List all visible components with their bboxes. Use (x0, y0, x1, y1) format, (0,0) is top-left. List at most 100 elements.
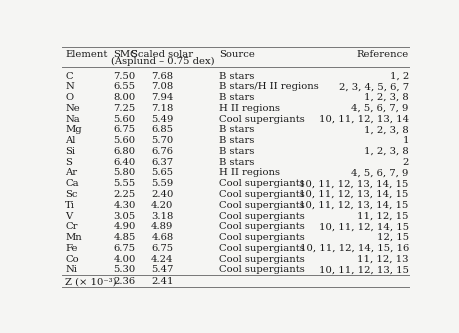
Text: 2.25: 2.25 (113, 190, 136, 199)
Text: Mg: Mg (65, 126, 82, 135)
Text: Fe: Fe (65, 244, 78, 253)
Text: 10, 11, 12, 13, 15: 10, 11, 12, 13, 15 (319, 265, 409, 274)
Text: Si: Si (65, 147, 75, 156)
Text: Cool supergiants: Cool supergiants (219, 190, 305, 199)
Text: Cool supergiants: Cool supergiants (219, 233, 305, 242)
Text: Ti: Ti (65, 201, 75, 210)
Text: Reference: Reference (357, 50, 409, 59)
Text: 2: 2 (403, 158, 409, 167)
Text: Ar: Ar (65, 168, 77, 177)
Text: 6.75: 6.75 (151, 244, 174, 253)
Text: 6.85: 6.85 (151, 126, 174, 135)
Text: 10, 11, 12, 13, 14: 10, 11, 12, 13, 14 (319, 115, 409, 124)
Text: 6.75: 6.75 (113, 244, 136, 253)
Text: 4.90: 4.90 (113, 222, 136, 231)
Text: 7.18: 7.18 (151, 104, 174, 113)
Text: Cool supergiants: Cool supergiants (219, 115, 305, 124)
Text: 10, 11, 12, 13, 14, 15: 10, 11, 12, 13, 14, 15 (299, 190, 409, 199)
Text: Ni: Ni (65, 265, 77, 274)
Text: 4.20: 4.20 (151, 201, 174, 210)
Text: 7.68: 7.68 (151, 72, 174, 81)
Text: (Asplund – 0.75 dex): (Asplund – 0.75 dex) (111, 57, 214, 66)
Text: Ne: Ne (65, 104, 80, 113)
Text: H II regions: H II regions (219, 104, 280, 113)
Text: N: N (65, 82, 74, 91)
Text: 7.25: 7.25 (113, 104, 136, 113)
Text: B stars: B stars (219, 93, 255, 102)
Text: 5.30: 5.30 (113, 265, 136, 274)
Text: 6.76: 6.76 (151, 147, 174, 156)
Text: Sc: Sc (65, 190, 78, 199)
Text: 4, 5, 6, 7, 9: 4, 5, 6, 7, 9 (352, 104, 409, 113)
Text: 2, 3, 4, 5, 6, 7: 2, 3, 4, 5, 6, 7 (339, 82, 409, 91)
Text: 5.65: 5.65 (151, 168, 174, 177)
Text: B stars: B stars (219, 158, 255, 167)
Text: 3.18: 3.18 (151, 211, 174, 220)
Text: 1, 2: 1, 2 (390, 72, 409, 81)
Text: Cool supergiants: Cool supergiants (219, 244, 305, 253)
Text: 5.47: 5.47 (151, 265, 174, 274)
Text: Cool supergiants: Cool supergiants (219, 265, 305, 274)
Text: 1, 2, 3, 8: 1, 2, 3, 8 (364, 147, 409, 156)
Text: 11, 12, 13: 11, 12, 13 (357, 255, 409, 264)
Text: Cool supergiants: Cool supergiants (219, 201, 305, 210)
Text: 10, 11, 12, 13, 14, 15: 10, 11, 12, 13, 14, 15 (299, 201, 409, 210)
Text: 3.05: 3.05 (113, 211, 136, 220)
Text: 5.49: 5.49 (151, 115, 174, 124)
Text: 10, 11, 12, 14, 15, 16: 10, 11, 12, 14, 15, 16 (300, 244, 409, 253)
Text: 12, 15: 12, 15 (377, 233, 409, 242)
Text: Na: Na (65, 115, 80, 124)
Text: Element: Element (65, 50, 107, 59)
Text: 6.37: 6.37 (151, 158, 174, 167)
Text: 5.55: 5.55 (113, 179, 136, 188)
Text: 1: 1 (403, 136, 409, 145)
Text: 1, 2, 3, 8: 1, 2, 3, 8 (364, 93, 409, 102)
Text: B stars: B stars (219, 72, 255, 81)
Text: B stars: B stars (219, 136, 255, 145)
Text: V: V (65, 211, 73, 220)
Text: Z (× 10⁻³): Z (× 10⁻³) (65, 277, 117, 286)
Text: 2.40: 2.40 (151, 190, 174, 199)
Text: 2.36: 2.36 (113, 277, 136, 286)
Text: 4, 5, 6, 7, 9: 4, 5, 6, 7, 9 (352, 168, 409, 177)
Text: B stars: B stars (219, 126, 255, 135)
Text: Cool supergiants: Cool supergiants (219, 211, 305, 220)
Text: 10, 11, 12, 13, 14, 15: 10, 11, 12, 13, 14, 15 (299, 179, 409, 188)
Text: 4.30: 4.30 (113, 201, 136, 210)
Text: Source: Source (219, 50, 255, 59)
Text: 5.70: 5.70 (151, 136, 174, 145)
Text: 1, 2, 3, 8: 1, 2, 3, 8 (364, 126, 409, 135)
Text: C: C (65, 72, 73, 81)
Text: O: O (65, 93, 73, 102)
Text: 7.50: 7.50 (113, 72, 136, 81)
Text: 4.85: 4.85 (113, 233, 136, 242)
Text: Scaled solar: Scaled solar (131, 50, 193, 59)
Text: 5.59: 5.59 (151, 179, 174, 188)
Text: Mn: Mn (65, 233, 82, 242)
Text: Cr: Cr (65, 222, 78, 231)
Text: B stars: B stars (219, 147, 255, 156)
Text: 2.41: 2.41 (151, 277, 174, 286)
Text: 5.60: 5.60 (113, 136, 136, 145)
Text: 6.75: 6.75 (113, 126, 136, 135)
Text: 4.68: 4.68 (151, 233, 174, 242)
Text: 7.08: 7.08 (151, 82, 174, 91)
Text: 6.40: 6.40 (113, 158, 136, 167)
Text: 6.55: 6.55 (113, 82, 136, 91)
Text: SMC: SMC (113, 50, 138, 59)
Text: B stars/H II regions: B stars/H II regions (219, 82, 319, 91)
Text: Ca: Ca (65, 179, 79, 188)
Text: 4.00: 4.00 (113, 255, 136, 264)
Text: 5.80: 5.80 (113, 168, 136, 177)
Text: 10, 11, 12, 14, 15: 10, 11, 12, 14, 15 (319, 222, 409, 231)
Text: Al: Al (65, 136, 76, 145)
Text: Co: Co (65, 255, 79, 264)
Text: 7.94: 7.94 (151, 93, 174, 102)
Text: Cool supergiants: Cool supergiants (219, 255, 305, 264)
Text: Cool supergiants: Cool supergiants (219, 179, 305, 188)
Text: 4.24: 4.24 (151, 255, 174, 264)
Text: 4.89: 4.89 (151, 222, 174, 231)
Text: 6.80: 6.80 (113, 147, 136, 156)
Text: 8.00: 8.00 (113, 93, 136, 102)
Text: 5.60: 5.60 (113, 115, 136, 124)
